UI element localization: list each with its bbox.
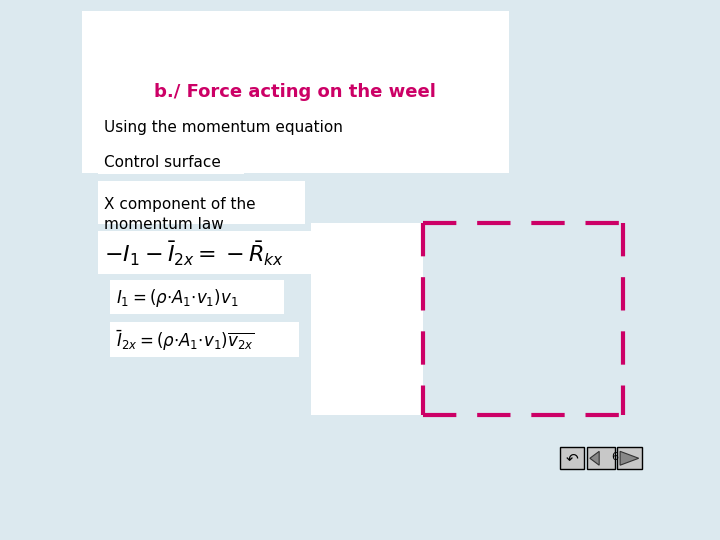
Text: 6: 6 [611, 452, 618, 462]
Bar [617, 448, 642, 469]
Text: X component of the
momentum law: X component of the momentum law [104, 197, 256, 232]
Bar [559, 448, 585, 469]
FancyBboxPatch shape [98, 181, 305, 224]
FancyBboxPatch shape [110, 322, 300, 357]
FancyBboxPatch shape [110, 280, 284, 314]
Polygon shape [620, 451, 639, 465]
Text: ↶: ↶ [566, 451, 578, 466]
Text: Control surface: Control surface [104, 155, 221, 170]
FancyBboxPatch shape [98, 231, 312, 274]
Text: Using the momentum equation: Using the momentum equation [104, 120, 343, 136]
Bar [587, 448, 615, 469]
Text: $I_1 = \left(\rho{\cdot}A_1{\cdot}v_1\right)v_1$: $I_1 = \left(\rho{\cdot}A_1{\cdot}v_1\ri… [117, 287, 239, 309]
Text: b./ Force acting on the weel: b./ Force acting on the weel [154, 83, 436, 101]
FancyBboxPatch shape [98, 150, 244, 174]
Text: $-I_1 - \bar{I}_{2x} = -\bar{R}_{kx}$: $-I_1 - \bar{I}_{2x} = -\bar{R}_{kx}$ [104, 240, 284, 268]
Bar [311, 222, 423, 415]
FancyBboxPatch shape [98, 113, 316, 141]
Polygon shape [590, 451, 599, 465]
Text: $\bar{I}_{2x} = \left(\rho{\cdot}A_1{\cdot}v_1\right)\overline{v_{2x}}$: $\bar{I}_{2x} = \left(\rho{\cdot}A_1{\cd… [117, 328, 254, 353]
